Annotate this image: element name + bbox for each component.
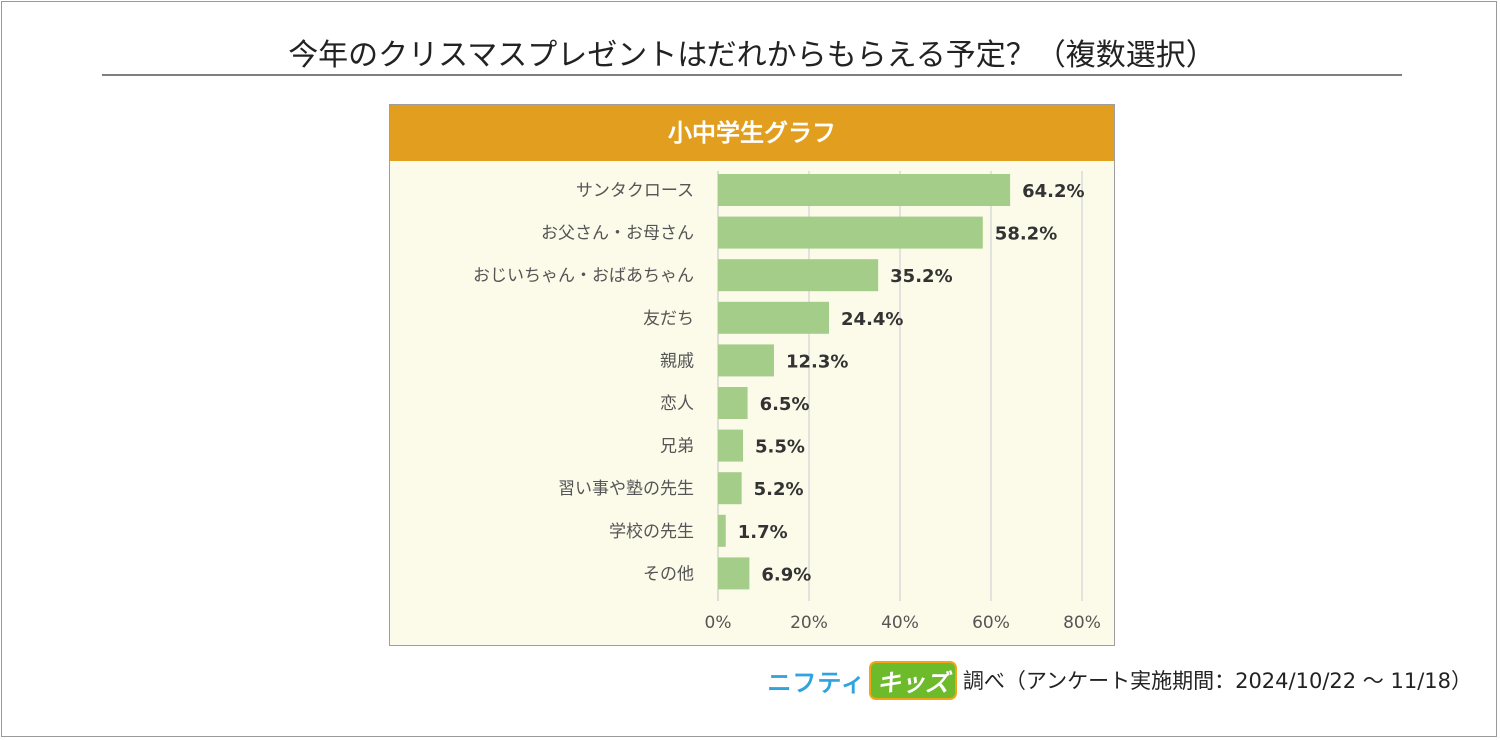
data-label: 58.2% [995,224,1057,245]
category-label: 親戚 [660,351,694,371]
brand-logo-part2: キッズ [868,660,957,700]
chart-title: 小中学生グラフ [390,105,1114,161]
data-label: 5.5% [755,437,805,458]
category-label: 学校の先生 [609,522,694,542]
bar [718,387,748,419]
category-label: 友だち [643,309,694,329]
source-note: ニフティ キッズ 調べ（アンケート実施期間：2024/10/22 ～ 11/18… [722,660,1472,700]
bar-chart: 0% 20% 40% 60% 80% サンタクロース 64.2% お父さん・お母さん 58.2%… [473,171,1101,633]
data-label: 5.2% [754,479,804,500]
bar [718,429,744,462]
bar [718,174,1011,206]
bar [718,557,750,590]
data-label: 6.5% [760,394,810,415]
data-label: 35.2% [890,266,952,287]
bar [718,216,983,249]
x-tick-label: 60% [972,613,1010,633]
category-label: 恋人 [660,393,694,414]
category-label: お父さん・お母さん [541,224,694,244]
title-divider [102,74,1402,76]
category-label: サンタクロース [576,181,694,201]
x-tick-label: 40% [881,613,919,633]
brand-logo: ニフティ キッズ [767,660,957,700]
category-label: 習い事や塾の先生 [558,478,694,499]
data-label: 64.2% [1022,181,1084,202]
bar [718,301,830,334]
bar [718,514,726,547]
data-label: 12.3% [786,351,848,372]
x-tick-label: 80% [1063,613,1101,633]
bar [718,472,742,505]
page-title: 今年のクリスマスプレゼントはだれからもらえる予定？（複数選択） [288,38,1216,73]
x-tick-label: 20% [790,613,828,633]
bar [718,259,879,292]
brand-logo-part1: ニフティ [767,668,866,697]
x-tick-label: 0% [705,613,732,633]
source-text: 調べ（アンケート実施期間：2024/10/22 ～ 11/18） [962,669,1472,693]
chart-panel: 小中学生グラフ 0% 20% 40% 60% 80% サンタクロース 64.2% お父さん・お… [389,104,1115,646]
category-label: その他 [643,564,694,584]
category-label: おじいちゃん・おばあちゃん [473,266,694,286]
category-label: 兄弟 [660,437,694,457]
bar [718,344,774,377]
data-label: 6.9% [761,564,811,585]
data-label: 1.7% [738,522,788,543]
data-label: 24.4% [841,309,903,330]
